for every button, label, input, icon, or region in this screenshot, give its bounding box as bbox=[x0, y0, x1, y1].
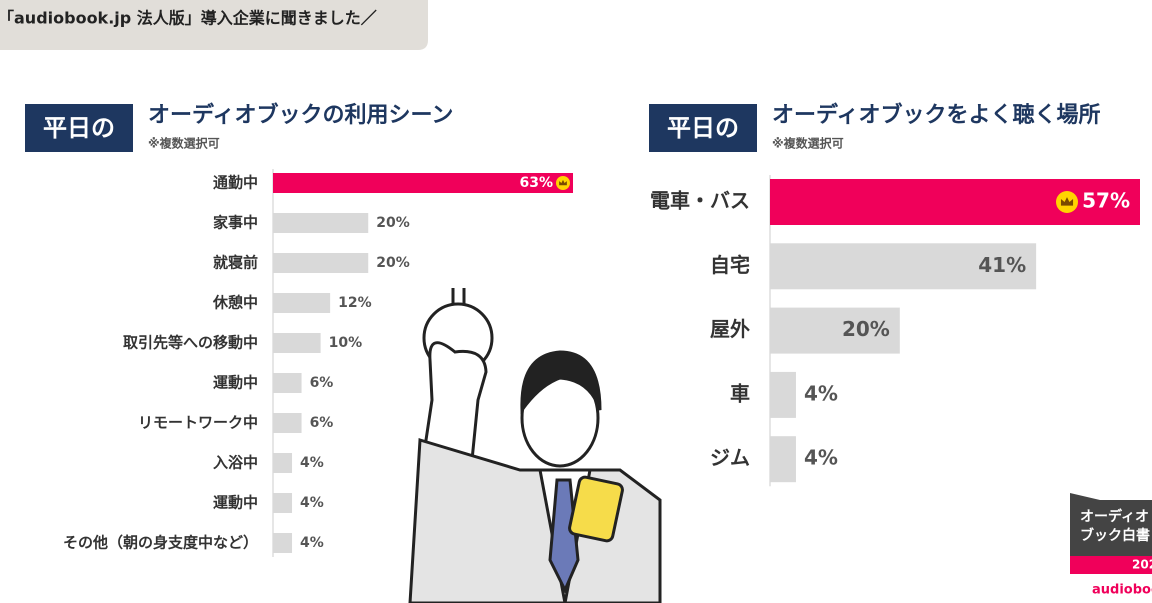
category-label: 休憩中 bbox=[212, 294, 258, 312]
bar bbox=[770, 179, 1140, 225]
category-label: 運動中 bbox=[213, 374, 258, 392]
category-label: 取引先等への移動中 bbox=[123, 334, 258, 352]
bar bbox=[273, 373, 302, 393]
bar bbox=[770, 436, 796, 483]
value-label: 20% bbox=[376, 215, 410, 231]
category-label: 屋外 bbox=[710, 317, 750, 341]
value-label: 6% bbox=[310, 415, 334, 431]
chart-subtitle: ※複数選択可 bbox=[148, 136, 220, 151]
category-label: リモートワーク中 bbox=[138, 414, 258, 432]
logo-stripe bbox=[1070, 556, 1152, 574]
bar bbox=[770, 307, 900, 354]
logo-shape bbox=[1070, 493, 1152, 570]
value-label: 4% bbox=[804, 446, 838, 470]
value-label: 4% bbox=[300, 455, 324, 471]
bar bbox=[273, 213, 369, 233]
bar bbox=[273, 413, 302, 433]
illustration bbox=[408, 288, 662, 603]
category-label: 入浴中 bbox=[213, 454, 258, 472]
value-label: 4% bbox=[300, 535, 324, 551]
crown-icon bbox=[1060, 197, 1074, 206]
value-label: 20% bbox=[842, 317, 890, 341]
category-label: ジム bbox=[710, 446, 750, 470]
logo: オーディオ ブック白書 202 audioboo bbox=[1070, 493, 1152, 598]
badge bbox=[25, 104, 133, 152]
bar bbox=[770, 371, 796, 418]
category-label: その他（朝の身支度中など） bbox=[63, 534, 258, 552]
category-label: 自宅 bbox=[710, 253, 750, 277]
badge bbox=[649, 104, 757, 152]
value-label: 10% bbox=[329, 335, 363, 351]
bar bbox=[273, 333, 321, 353]
chart-title: オーディオブックをよく聴く場所 bbox=[772, 102, 1100, 128]
value-label: 63% bbox=[519, 175, 553, 191]
value-label: 12% bbox=[338, 295, 372, 311]
crown-icon bbox=[559, 179, 567, 186]
bar bbox=[273, 253, 369, 273]
badge-text: 平日の bbox=[43, 114, 115, 142]
bar bbox=[770, 243, 1037, 290]
badge-text: 平日の bbox=[667, 114, 739, 142]
logo-text: ブック白書 bbox=[1080, 527, 1150, 544]
value-label: 20% bbox=[376, 255, 410, 271]
header-bar bbox=[0, 0, 428, 50]
header-text: 「audiobook.jp 法人版」導入企業に聞きました／ bbox=[0, 9, 377, 28]
logo-text: オーディオ bbox=[1080, 508, 1149, 525]
chart-subtitle: ※複数選択可 bbox=[772, 136, 844, 151]
bar bbox=[273, 453, 293, 473]
value-label: 6% bbox=[310, 375, 334, 391]
value-label: 41% bbox=[978, 253, 1026, 277]
category-label: 運動中 bbox=[213, 494, 258, 512]
category-label: 家事中 bbox=[213, 214, 258, 232]
bar bbox=[273, 173, 573, 193]
value-label: 4% bbox=[804, 381, 838, 405]
bar bbox=[273, 493, 293, 513]
bar bbox=[273, 293, 331, 313]
logo-brand: audioboo bbox=[1092, 583, 1152, 598]
bar bbox=[273, 533, 293, 553]
category-label: 就寝前 bbox=[213, 254, 258, 272]
category-label: 車 bbox=[730, 381, 750, 405]
category-label: 電車・バス bbox=[650, 189, 750, 213]
value-label: 57% bbox=[1082, 189, 1130, 213]
category-label: 通勤中 bbox=[213, 174, 258, 192]
logo-year: 202 bbox=[1132, 558, 1152, 572]
chart-title: オーディオブックの利用シーン bbox=[148, 102, 453, 128]
value-label: 4% bbox=[300, 495, 324, 511]
